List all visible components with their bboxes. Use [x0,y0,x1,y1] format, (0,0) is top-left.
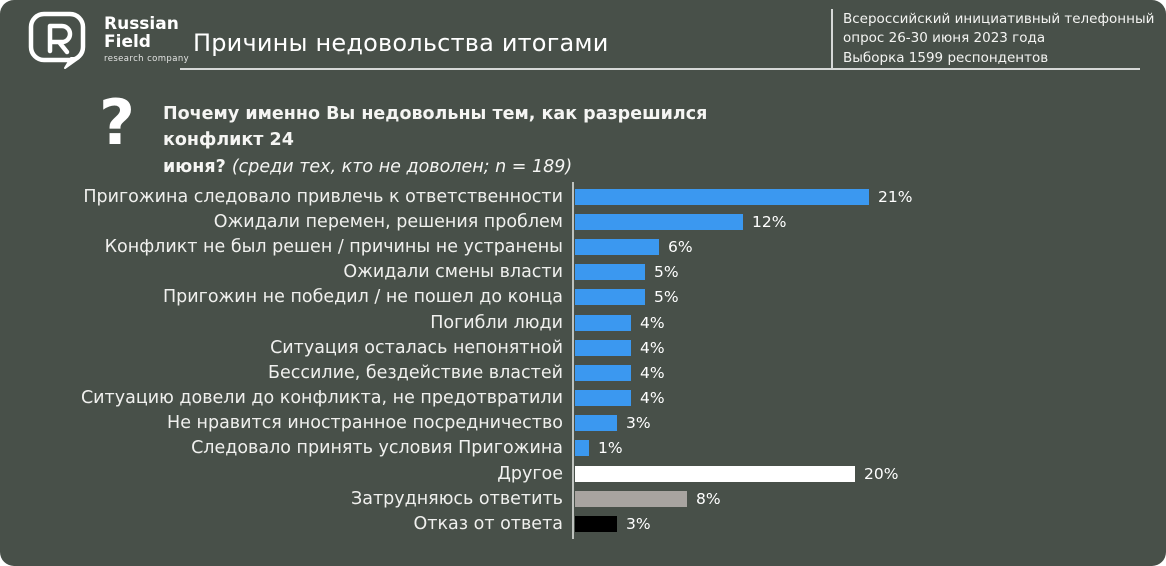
chart-row: Конфликт не был решен / причины не устра… [0,234,1166,259]
category-label: Отказ от ответа [413,514,564,535]
category-label: Бессилие, бездействие властей [268,362,563,383]
russian-field-logo-icon [28,11,86,69]
logo-line2: Field [104,32,151,53]
category-label: Затрудняюсь ответить [351,488,563,509]
bar [575,440,589,457]
chart-rows: Пригожина следовало привлечь к ответстве… [0,184,1166,537]
question-text-note: (среди тех, кто не доволен; n = 189) [231,156,573,177]
chart-row: Погибли люди 4% [0,310,1166,335]
category-label: Ожидали перемен, решения проблем [213,211,563,232]
category-label: Погибли люди [430,312,563,333]
category-label: Пригожин не победил / не пошел до конца [162,287,563,308]
category-label: Следовало принять условия Пригожина [191,438,563,459]
value-label: 12% [752,212,787,231]
chart-row: Не нравится иностранное посредничество 3… [0,411,1166,436]
logo-subtitle: research company [104,53,190,64]
bar [575,264,645,281]
value-label: 8% [696,489,721,508]
chart-row: Затрудняюсь ответить 8% [0,486,1166,511]
category-label: Пригожина следовало привлечь к ответстве… [83,186,563,207]
logo-wordmark: Russian Field research company [104,15,189,64]
bar [575,339,631,356]
bar [575,314,631,331]
category-label: Другое [497,463,563,484]
value-label: 4% [640,313,665,332]
value-label: 4% [640,389,665,408]
value-label: 1% [598,439,623,458]
bar-chart: Пригожина следовало привлечь к ответстве… [0,182,1166,539]
chart-axis [572,182,574,539]
value-label: 4% [640,338,665,357]
bar [575,289,645,306]
bar [575,516,617,533]
chart-row: Ситуацию довели до конфликта, не предотв… [0,386,1166,411]
value-label: 3% [626,414,651,433]
survey-info-divider [831,9,833,68]
logo-line1: Russian [104,14,179,34]
question-text-bold-line1: Почему именно Вы недовольны тем, как раз… [163,104,708,151]
survey-info-line: Всероссийский инициативный телефонный [843,11,1155,27]
value-label: 4% [640,363,665,382]
chart-row: Пригожина следовало привлечь к ответстве… [0,184,1166,209]
value-label: 20% [864,464,899,483]
value-label: 5% [654,263,679,282]
question-mark-icon: ? [99,86,135,159]
category-label: Ожидали смены власти [343,262,563,283]
bar [575,490,687,507]
chart-row: Ожидали перемен, решения проблем 12% [0,209,1166,234]
question-text-bold-line2: июня? [163,156,226,177]
category-label: Ситуацию довели до конфликта, не предотв… [80,388,563,409]
bar [575,213,743,230]
category-label: Конфликт не был решен / причины не устра… [104,236,563,257]
bar [575,364,631,381]
bar [575,415,617,432]
chart-row: Ожидали смены власти 5% [0,260,1166,285]
chart-row: Ситуация осталась непонятной 4% [0,335,1166,360]
question-text: Почему именно Вы недовольны тем, как раз… [163,101,803,180]
value-label: 21% [878,187,913,206]
header-divider [180,68,1140,70]
survey-info: Всероссийский инициативный телефонный оп… [843,10,1154,68]
chart-row: Следовало принять условия Пригожина 1% [0,436,1166,461]
value-label: 6% [668,237,693,256]
bar [575,390,631,407]
bar [575,188,869,205]
category-label: Ситуация осталась непонятной [270,337,563,358]
category-label: Не нравится иностранное посредничество [167,413,563,434]
bar [575,238,659,255]
value-label: 5% [654,288,679,307]
chart-row: Бессилие, бездействие властей 4% [0,360,1166,385]
page-title: Причины недовольства итогами [193,29,609,57]
chart-row: Пригожин не победил / не пошел до конца … [0,285,1166,310]
value-label: 3% [626,515,651,534]
chart-row: Отказ от ответа 3% [0,511,1166,536]
bar [575,465,855,482]
chart-row: Другое 20% [0,461,1166,486]
survey-info-line: Выборка 1599 респондентов [843,49,1049,66]
survey-info-line: опрос 26-30 июня 2023 года [843,30,1046,47]
